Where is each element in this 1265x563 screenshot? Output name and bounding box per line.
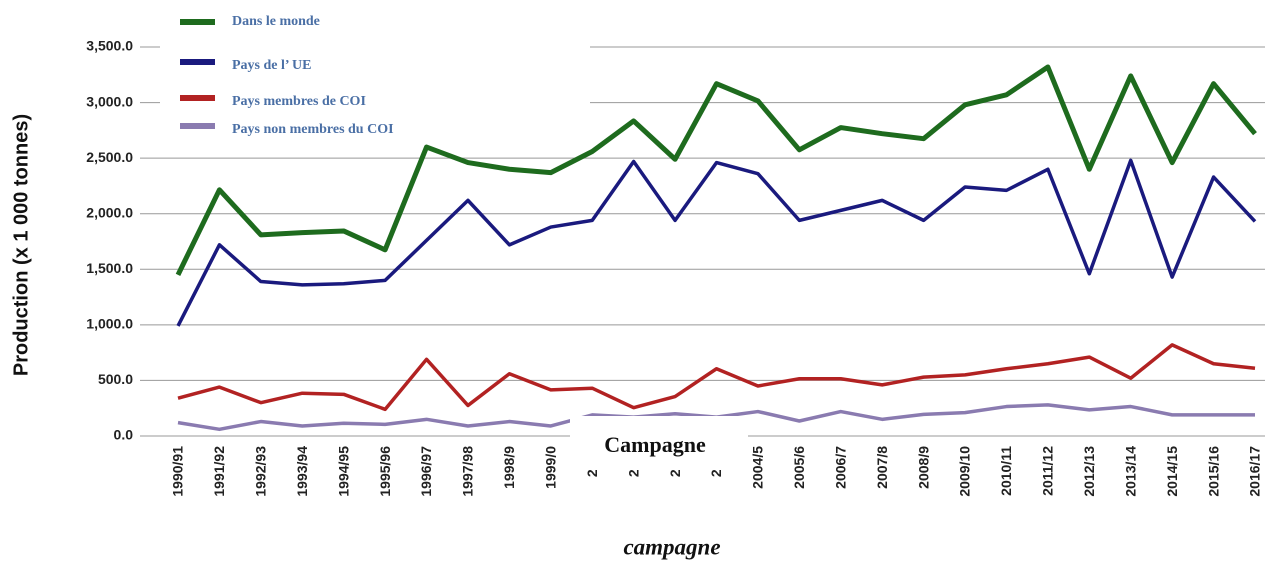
y-tick-label: 1,000.0	[86, 316, 133, 332]
y-tick-label: 2,000.0	[86, 204, 133, 220]
x-tick-label: 2009/10	[957, 446, 973, 497]
x-tick-label: 1993/94	[294, 446, 310, 497]
x-tick-label: 1995/96	[377, 446, 393, 497]
annotation-box	[570, 416, 748, 470]
x-tick-label: 1998/9	[501, 446, 517, 489]
y-tick-label: 500.0	[98, 371, 133, 387]
x-tick-label: 2014/15	[1164, 446, 1180, 497]
x-tick-label: 1997/98	[460, 446, 476, 497]
y-tick-label: 3,500.0	[86, 38, 133, 54]
y-axis-label: Production (x 1 000 tonnes)	[10, 114, 32, 376]
y-tick-label: 1,500.0	[86, 260, 133, 276]
x-axis-label: campagne	[623, 534, 720, 559]
x-tick-label: 2016/17	[1247, 446, 1263, 497]
y-tick-label: 0.0	[114, 427, 134, 443]
annotation: Campagne	[604, 432, 706, 457]
legend-swatch	[180, 19, 215, 25]
x-tick-label: 2012/13	[1081, 446, 1097, 497]
legend-label: Pays de l’ UE	[232, 58, 311, 73]
x-tick-label: 2008/9	[915, 446, 931, 489]
x-tick-label: 2007/8	[874, 446, 890, 489]
series-line	[175, 64, 1257, 276]
x-tick-label: 1990/91	[170, 446, 186, 497]
x-tick-label: 2011/12	[1040, 446, 1056, 496]
legend-label: Pays membres de COI	[232, 94, 366, 109]
x-tick-label: 2015/16	[1205, 446, 1221, 497]
series-line	[176, 158, 1257, 327]
x-tick-label: 1999/0	[543, 446, 559, 489]
x-tick-label: 2005/6	[791, 446, 807, 489]
x-tick-label: 1996/97	[418, 446, 434, 497]
x-tick-label: 1994/95	[335, 446, 351, 497]
legend-swatch	[180, 123, 215, 129]
legend-label: Pays non membres du COI	[232, 122, 394, 137]
y-tick-label: 2,500.0	[86, 149, 133, 165]
legend-label: Dans le monde	[232, 14, 320, 29]
series-line	[177, 343, 1256, 412]
legend-swatch	[180, 95, 215, 101]
x-tick-label: 1991/92	[211, 446, 227, 497]
x-tick-label: 1992/93	[253, 446, 269, 497]
x-tick-label: 2006/7	[832, 446, 848, 489]
x-tick-label: 2004/5	[750, 446, 766, 489]
x-tick-label: 2013/14	[1122, 446, 1138, 497]
x-tick-label: 2010/11	[998, 446, 1014, 496]
y-tick-label: 3,000.0	[86, 93, 133, 109]
legend-swatch	[180, 59, 215, 65]
legend-box	[160, 0, 590, 150]
